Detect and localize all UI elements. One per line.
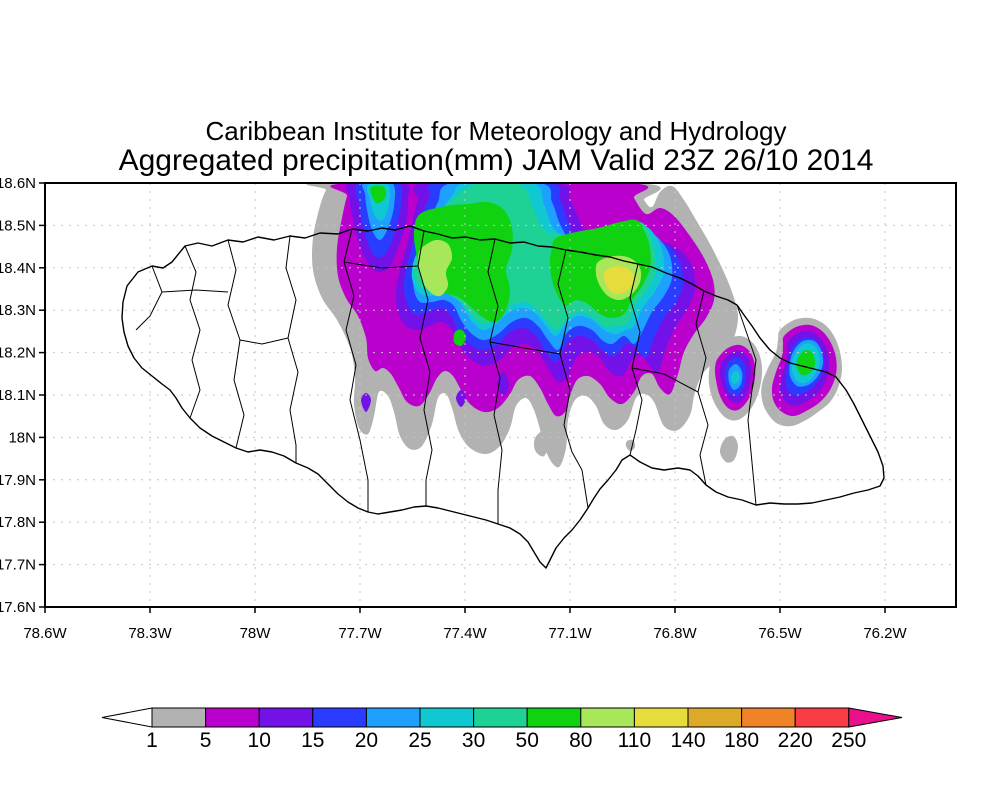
parish-boundary <box>343 228 369 512</box>
colorbar-label-1: 1 <box>146 729 158 752</box>
lat-label-17.9N: 17.9N <box>0 472 36 489</box>
lon-label-77.7W: 77.7W <box>338 625 382 642</box>
colorbar-segment-25 <box>419 707 475 728</box>
colorbar-label-10: 10 <box>248 729 271 752</box>
colorbar-legend: 1 5 10 15 20 25 30 50 80 110 140 180 220 250 <box>101 707 903 752</box>
lat-label-18.4N: 18.4N <box>0 260 36 277</box>
precip-contour-10mm <box>361 393 371 412</box>
lat-label-17.6N: 17.6N <box>0 599 36 616</box>
lon-label-76.2W: 76.2W <box>863 625 907 642</box>
colorbar-right-arrow <box>848 707 903 728</box>
precip-contour-1mm <box>719 435 739 463</box>
colorbar-segment-220 <box>794 707 850 728</box>
lat-label-18.6N: 18.6N <box>0 175 36 192</box>
colorbar-label-30: 30 <box>462 729 485 752</box>
parish-boundary <box>239 337 289 345</box>
precip-contour-25mm <box>730 370 741 385</box>
parish-boundary <box>417 230 433 506</box>
colorbar-segment-140 <box>687 707 743 728</box>
precip-contour-50mm <box>370 185 386 204</box>
parish-boundary <box>135 265 163 331</box>
colorbar-segment-30 <box>473 707 528 728</box>
precip-contour-50mm <box>796 349 816 376</box>
colorbar-label-50: 50 <box>516 729 539 752</box>
precip-contour-10mm <box>456 390 466 407</box>
colorbar-segment-20 <box>365 707 421 728</box>
precipitation-shading <box>306 183 843 468</box>
lat-label-17.8N: 17.8N <box>0 514 36 531</box>
lon-label-78.6W: 78.6W <box>23 625 67 642</box>
parish-boundary <box>489 341 561 355</box>
lat-label-17.7N: 17.7N <box>0 557 36 574</box>
colorbar-label-20: 20 <box>355 729 378 752</box>
parish-boundary <box>161 289 229 293</box>
parish-boundary <box>343 261 419 269</box>
lon-label-77.4W: 77.4W <box>443 625 487 642</box>
figure-title-line2: Aggregated precipitation(mm) JAM Valid 2… <box>119 144 874 177</box>
colorbar-label-25: 25 <box>408 729 431 752</box>
lon-label-77.1W: 77.1W <box>548 625 592 642</box>
lat-label-18.2N: 18.2N <box>0 345 36 362</box>
colorbar-segment-1 <box>151 707 207 728</box>
lat-label-18.5N: 18.5N <box>0 217 36 234</box>
jamaica-coastline <box>121 225 885 569</box>
colorbar-label-220: 220 <box>778 729 813 752</box>
colorbar-segment-10 <box>258 707 314 728</box>
colorbar-segment-50 <box>526 707 582 728</box>
parish-boundary <box>184 245 201 419</box>
colorbar-label-80: 80 <box>569 729 592 752</box>
colorbar-label-250: 250 <box>831 729 866 752</box>
colorbar-segment-5 <box>205 707 260 728</box>
lat-label-18.3N: 18.3N <box>0 302 36 319</box>
colorbar-label-110: 110 <box>618 729 651 752</box>
precip-contour-1mm <box>533 429 551 457</box>
colorbar-segment-15 <box>312 707 367 728</box>
parish-boundary <box>487 238 503 524</box>
colorbar-label-15: 15 <box>301 729 324 752</box>
colorbar-label-140: 140 <box>670 729 705 752</box>
precip-contour-80mm <box>417 239 453 297</box>
parish-boundary <box>227 239 245 449</box>
figure-titles: Caribbean Institute for Meteorology and … <box>119 116 874 177</box>
lon-label-76.8W: 76.8W <box>653 625 697 642</box>
colorbar-segment-80 <box>580 707 635 728</box>
axis-ticks <box>39 182 886 613</box>
parish-boundary <box>736 304 757 506</box>
lat-label-18.1N: 18.1N <box>0 387 36 404</box>
colorbar-segment-110 <box>633 707 689 728</box>
lon-label-76.5W: 76.5W <box>758 625 802 642</box>
coastline-and-parish-boundaries <box>121 225 885 569</box>
parish-boundary <box>285 235 299 463</box>
axis-labels: 18.6N 18.5N 18.4N 18.3N 18.2N 18.1N 18N 17.9N 17… <box>0 175 908 642</box>
parish-boundary <box>557 249 589 509</box>
precip-contour-50mm <box>453 329 467 347</box>
precip-contour-110mm <box>603 266 635 295</box>
lon-label-78.3W: 78.3W <box>128 625 172 642</box>
colorbar-label-180: 180 <box>724 729 759 752</box>
colorbar-segment-180 <box>741 707 796 728</box>
colorbar-left-arrow <box>101 707 153 728</box>
lat-label-18N: 18N <box>8 429 36 446</box>
figure-title-line1: Caribbean Institute for Meteorology and … <box>206 116 787 146</box>
map-gridlines <box>45 183 956 607</box>
colorbar-label-5: 5 <box>200 729 212 752</box>
parish-boundary <box>631 367 699 393</box>
lon-label-78W: 78W <box>240 625 272 642</box>
